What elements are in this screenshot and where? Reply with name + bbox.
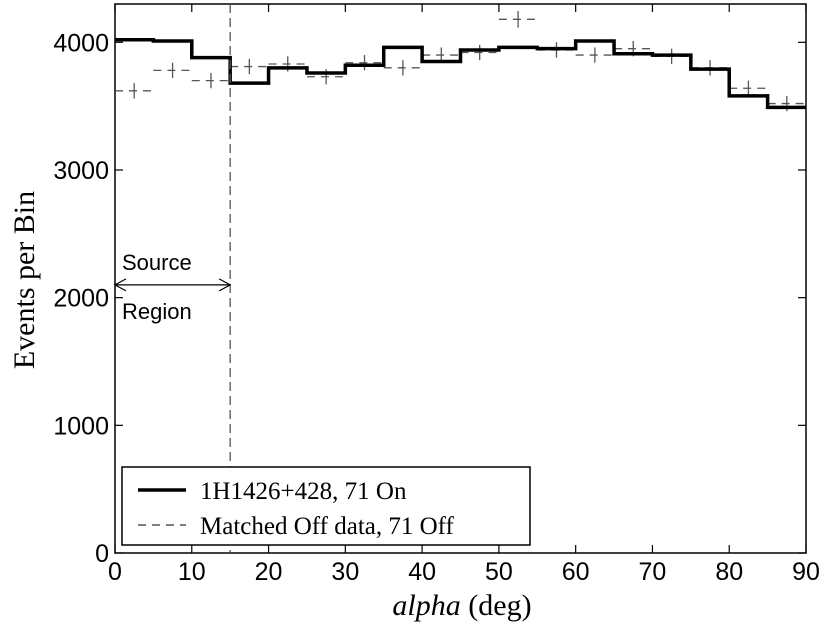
source-region-arrow <box>113 278 232 292</box>
y-axis-label: Events per Bin <box>8 191 41 369</box>
y-tick-label: 4000 <box>53 29 109 57</box>
x-axis-label-unit: (deg) <box>461 589 532 622</box>
x-tick-label: 50 <box>485 558 513 586</box>
y-tick-label: 1000 <box>53 412 109 440</box>
x-tick-label: 0 <box>108 558 122 586</box>
plot-area <box>114 3 807 554</box>
x-tick-label: 80 <box>715 558 743 586</box>
y-axis-ticks: 0 1000 2000 3000 4000 <box>53 29 806 568</box>
y-tick-label: 0 <box>95 540 109 568</box>
source-region-label-line1: Source <box>122 250 192 275</box>
x-tick-label: 20 <box>255 558 283 586</box>
axes-frame <box>114 3 807 554</box>
x-tick-label: 30 <box>331 558 359 586</box>
x-axis-label-italic: alpha <box>392 589 460 622</box>
arrow-head-right <box>218 278 232 292</box>
x-tick-label: 10 <box>178 558 206 586</box>
y-tick-label: 3000 <box>53 157 109 185</box>
legend: 1H1426+428, 71 On Matched Off data, 71 O… <box>121 466 531 546</box>
x-axis-label: alpha (deg) <box>392 589 531 622</box>
legend-label-on: 1H1426+428, 71 On <box>200 478 407 505</box>
x-tick-label: 90 <box>792 558 820 586</box>
x-tick-label: 40 <box>408 558 436 586</box>
legend-box <box>121 466 531 546</box>
legend-label-off: Matched Off data, 71 Off <box>200 513 455 540</box>
x-axis-ticks: 0 10 20 30 40 50 60 70 80 90 <box>108 4 820 586</box>
arrow-head-left <box>113 278 127 292</box>
source-region-label-line2: Region <box>122 299 192 324</box>
on-histogram-line <box>115 37 806 110</box>
x-tick-label: 60 <box>562 558 590 586</box>
x-tick-label: 70 <box>639 558 667 586</box>
y-tick-label: 2000 <box>53 285 109 313</box>
